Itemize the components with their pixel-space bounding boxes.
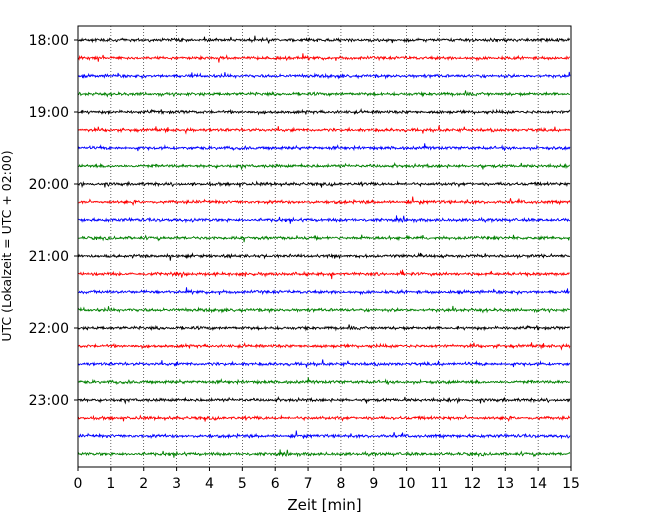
trace-23: [78, 449, 571, 458]
x-tick-label: 4: [205, 476, 214, 492]
x-axis: 0 1 2 3 4 5 6 7 8 9 10 11 12 13 14 15: [74, 467, 580, 492]
trace-19: [78, 377, 571, 386]
trace-3: [78, 90, 571, 98]
y-axis: 18:00 19:00 20:00 21:00 22:00 23:00: [29, 33, 78, 409]
trace-4: [78, 107, 571, 116]
x-tick-label: 15: [562, 476, 580, 492]
trace-13: [78, 269, 570, 280]
x-tick-label: 3: [172, 476, 181, 492]
trace-11: [78, 234, 571, 243]
trace-10: [78, 215, 571, 224]
x-tick-label: 5: [238, 476, 247, 492]
trace-1: [78, 53, 571, 63]
trace-6: [78, 143, 571, 152]
x-tick-label: 8: [336, 476, 345, 492]
x-tick-label: 2: [139, 476, 148, 492]
x-tick-label: 1: [106, 476, 115, 492]
x-tick-label: 11: [431, 476, 449, 492]
x-tick-label: 0: [74, 476, 83, 492]
trace-12: [78, 252, 571, 261]
trace-22: [78, 430, 571, 440]
x-axis-label: Zeit [min]: [287, 496, 361, 514]
trace-21: [78, 414, 571, 422]
y-tick-label: 22:00: [29, 321, 69, 337]
x-tick-label: 7: [304, 476, 313, 492]
x-tick-label: 6: [271, 476, 280, 492]
trace-20: [78, 396, 571, 405]
trace-14: [78, 287, 570, 296]
plot-frame: [77, 25, 572, 468]
x-tick-label: 14: [529, 476, 547, 492]
trace-2: [78, 71, 571, 80]
trace-18: [78, 359, 571, 368]
trace-8: [78, 180, 571, 189]
trace-7: [78, 162, 570, 171]
trace-9: [78, 196, 571, 206]
trace-16: [78, 324, 570, 332]
y-tick-label: 21:00: [29, 249, 69, 265]
trace-0: [78, 35, 571, 44]
traces-group: [78, 35, 571, 458]
y-tick-label: 18:00: [29, 33, 69, 49]
y-tick-label: 23:00: [29, 393, 69, 409]
y-tick-label: 19:00: [29, 105, 69, 121]
x-tick-label: 10: [398, 476, 416, 492]
y-tick-label: 20:00: [29, 177, 69, 193]
trace-17: [78, 341, 571, 351]
x-tick-label: 9: [369, 476, 378, 492]
trace-5: [78, 125, 571, 135]
trace-15: [78, 305, 571, 314]
x-tick-label: 12: [463, 476, 481, 492]
x-tick-label: 13: [496, 476, 514, 492]
y-axis-label: UTC (Lokalzeit = UTC + 02:00): [0, 150, 14, 341]
